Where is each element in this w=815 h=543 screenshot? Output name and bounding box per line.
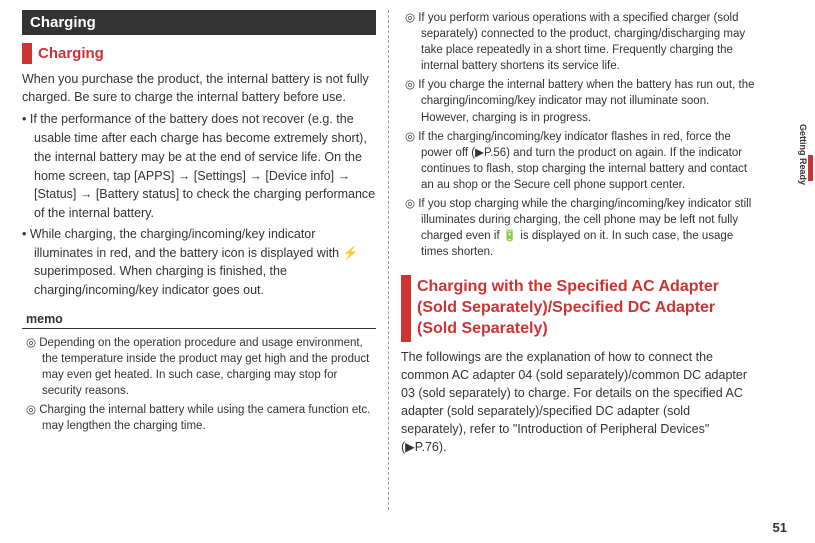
memo-list-left: Depending on the operation procedure and… xyxy=(22,335,376,435)
list-item: If the performance of the battery does n… xyxy=(22,110,376,223)
section2-title: Charging with the Specified AC Adapter (… xyxy=(401,275,755,341)
memo-list-right: If you perform various operations with a… xyxy=(401,10,755,260)
memo-item: If you charge the internal battery when … xyxy=(401,77,755,125)
side-tab-marker xyxy=(808,155,813,181)
left-column: Charging Charging When you purchase the … xyxy=(10,10,388,510)
page-number: 51 xyxy=(773,520,787,535)
memo-item: If the charging/incoming/key indicator f… xyxy=(401,129,755,193)
section2-body: The followings are the explanation of ho… xyxy=(401,348,755,457)
memo-item: Depending on the operation procedure and… xyxy=(22,335,376,399)
right-column: If you perform various operations with a… xyxy=(389,10,767,510)
memo-item: Charging the internal battery while usin… xyxy=(22,402,376,434)
memo-item: If you stop charging while the charging/… xyxy=(401,196,755,260)
section-title: Charging xyxy=(22,43,376,64)
memo-heading: memo xyxy=(22,310,376,329)
intro-paragraph: When you purchase the product, the inter… xyxy=(22,70,376,106)
list-item: While charging, the charging/incoming/ke… xyxy=(22,225,376,300)
memo-item: If you perform various operations with a… xyxy=(401,10,755,74)
chapter-title: Charging xyxy=(22,10,376,35)
bullet-list: If the performance of the battery does n… xyxy=(22,110,376,300)
